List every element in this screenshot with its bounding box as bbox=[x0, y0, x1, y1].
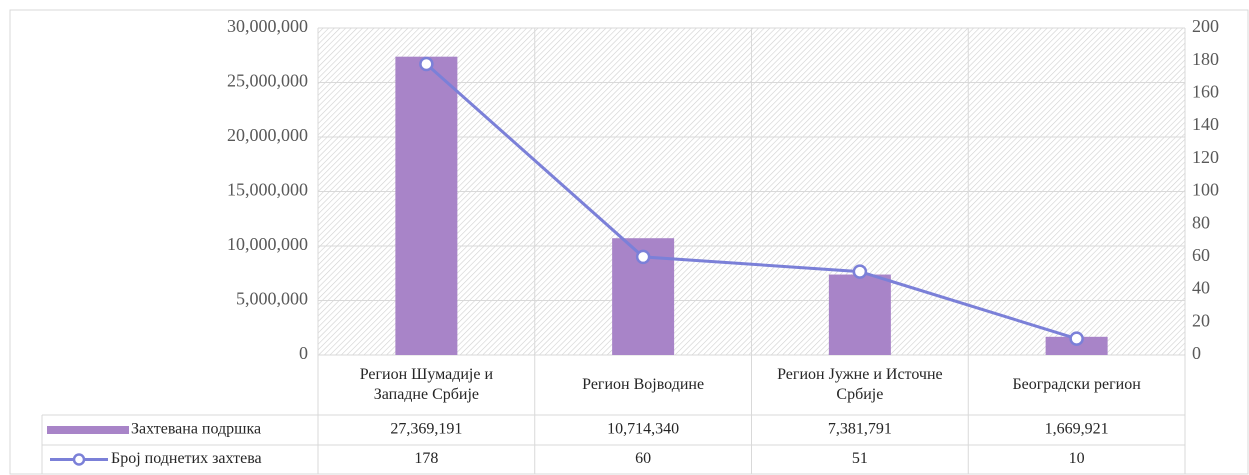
table-value: 10 bbox=[1069, 450, 1085, 467]
table-value: 7,381,791 bbox=[828, 421, 892, 438]
x-tick-label: Регион Војводине bbox=[582, 376, 705, 393]
line-marker bbox=[419, 56, 434, 72]
x-tick-label: Регион Јужне и Источне Србије bbox=[777, 366, 943, 403]
y-tick-label: 0 bbox=[299, 343, 308, 363]
y2-tick-label: 100 bbox=[1192, 180, 1219, 200]
y2-tick-label: 120 bbox=[1192, 147, 1219, 167]
table-value: 1,669,921 bbox=[1045, 421, 1109, 438]
y2-tick-label: 0 bbox=[1192, 343, 1201, 363]
line-marker bbox=[635, 249, 651, 265]
y2-tick-label: 20 bbox=[1192, 310, 1210, 330]
y2-tick-label: 140 bbox=[1192, 114, 1219, 134]
table-value: 27,369,191 bbox=[390, 421, 462, 438]
y-tick-label: 30,000,000 bbox=[227, 16, 308, 36]
x-tick-label: Београдски регион bbox=[1012, 376, 1141, 393]
y2-tick-label: 180 bbox=[1192, 49, 1219, 69]
table-value: 178 bbox=[414, 450, 438, 467]
y2-tick-label: 60 bbox=[1192, 245, 1210, 265]
y2-tick-label: 40 bbox=[1192, 278, 1210, 298]
table-value: 10,714,340 bbox=[607, 421, 679, 438]
legend-label: Захтевана подршка bbox=[131, 421, 261, 438]
line-marker bbox=[852, 264, 868, 279]
y-tick-label: 20,000,000 bbox=[227, 125, 308, 145]
y-tick-label: 5,000,000 bbox=[236, 289, 308, 309]
y2-tick-label: 80 bbox=[1192, 212, 1210, 232]
y-tick-label: 25,000,000 bbox=[227, 71, 308, 91]
bar bbox=[828, 274, 891, 355]
line bbox=[425, 62, 1078, 341]
y2-tick-label: 200 bbox=[1192, 16, 1219, 36]
line-marker bbox=[1069, 331, 1084, 346]
legend-key bbox=[72, 453, 86, 466]
y-tick-label: 15,000,000 bbox=[227, 180, 308, 200]
legend-key bbox=[47, 426, 129, 434]
data-table: 27,369,191 178 10,714,340 60 7,381,791 51 1,66… bbox=[41, 354, 1185, 475]
legend-label: Број поднетих захтева bbox=[111, 450, 262, 467]
table-value: 60 bbox=[635, 450, 651, 467]
table-value: 51 bbox=[852, 450, 868, 467]
y2-tick-label: 160 bbox=[1192, 82, 1219, 102]
bar bbox=[395, 56, 458, 356]
x-tick-label: Регион Шумадије и Западне Србије bbox=[359, 366, 494, 403]
y-tick-label: 10,000,000 bbox=[227, 234, 308, 254]
